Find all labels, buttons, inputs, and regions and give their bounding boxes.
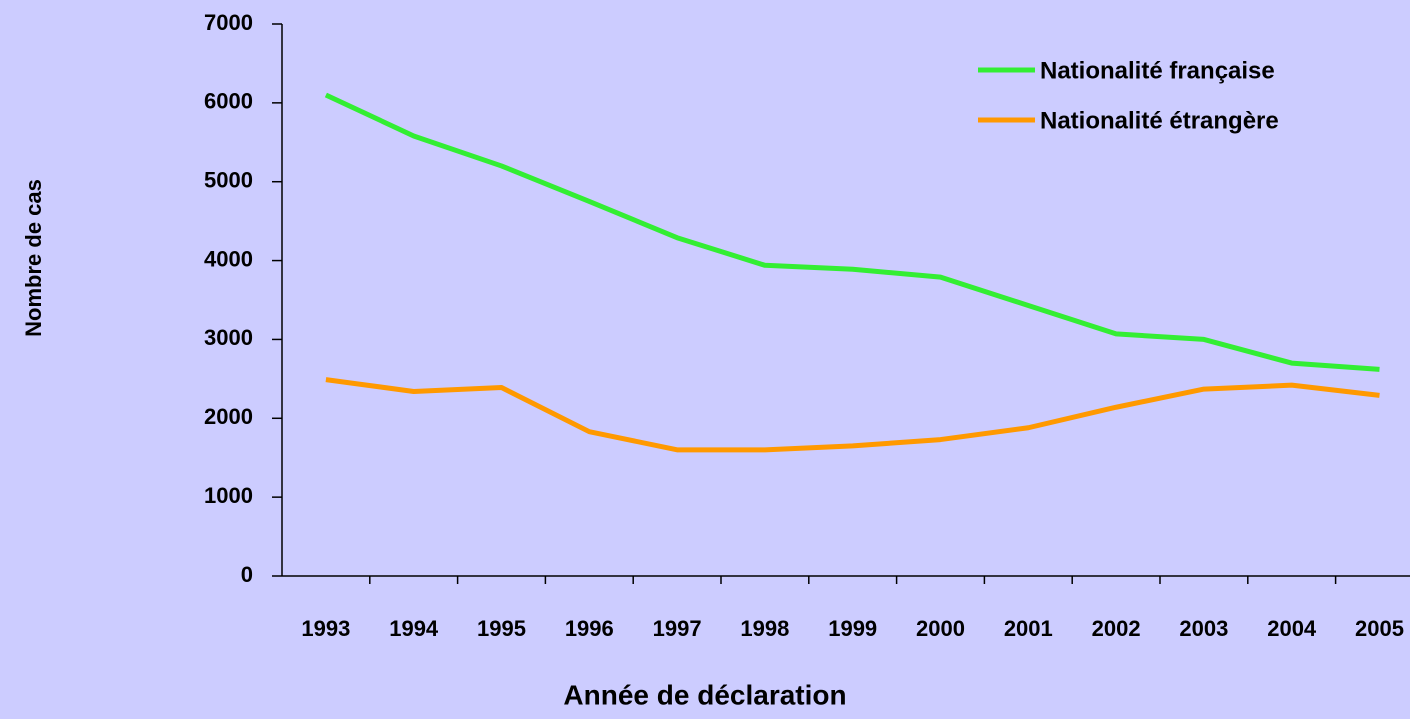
x-tick-label: 1999: [828, 616, 877, 641]
x-tick-label: 2002: [1092, 616, 1141, 641]
y-tick-label: 3000: [204, 325, 253, 350]
y-tick-label: 1000: [204, 483, 253, 508]
y-axis-title: Nombre de cas: [21, 179, 46, 337]
x-tick-label: 1998: [740, 616, 789, 641]
x-tick-label: 1996: [565, 616, 614, 641]
x-tick-label: 2005: [1355, 616, 1404, 641]
x-tick-label: 2000: [916, 616, 965, 641]
legend-label: Nationalité française: [1040, 57, 1275, 84]
x-tick-label: 1994: [389, 616, 439, 641]
x-tick-label: 1997: [653, 616, 702, 641]
y-tick-label: 7000: [204, 10, 253, 35]
legend-label: Nationalité étrangère: [1040, 107, 1279, 134]
y-tick-label: 5000: [204, 168, 253, 193]
y-tick-label: 0: [241, 562, 253, 587]
y-tick-label: 4000: [204, 246, 253, 271]
x-tick-label: 2001: [1004, 616, 1053, 641]
x-tick-label: 1995: [477, 616, 526, 641]
series-line: [325, 377, 1380, 453]
x-tick-label: 2004: [1267, 616, 1317, 641]
y-tick-label: 2000: [204, 404, 253, 429]
x-tick-label: 1993: [301, 616, 350, 641]
series-line: [324, 92, 1380, 372]
y-tick-label: 6000: [204, 89, 253, 114]
x-tick-label: 2003: [1179, 616, 1228, 641]
x-axis-title: Année de déclaration: [563, 679, 846, 710]
